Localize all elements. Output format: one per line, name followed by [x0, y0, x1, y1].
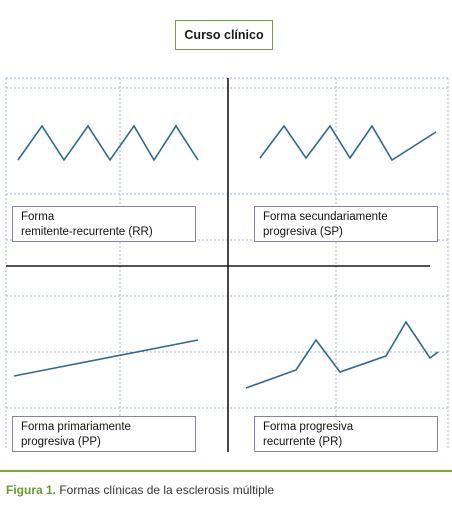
pp-curve: [13, 339, 199, 377]
label-rr-line1: Forma: [21, 211, 55, 223]
caption-divider: [0, 470, 452, 472]
label-pp-line2: progresiva (PP): [21, 436, 101, 448]
label-pr-line2: recurrente (PR): [263, 436, 343, 448]
label-pp: Forma primariamente progresiva (PP): [12, 416, 196, 452]
label-pr: Forma progresiva recurrente (PR): [254, 416, 438, 452]
label-rr: Forma remitente-recurrente (RR): [12, 206, 196, 242]
diagram-title: Curso clínico: [175, 20, 273, 50]
figure-caption-text: Formas clínicas de la esclerosis múltipl…: [56, 483, 275, 497]
rr-curve: [17, 124, 199, 162]
label-rr-line2: remitente-recurrente (RR): [21, 226, 153, 238]
pr-curve: [245, 320, 439, 389]
label-sp-line1: Forma secundariamente: [263, 211, 388, 223]
figure-number: Figura 1.: [6, 483, 57, 497]
label-sp-line2: progresiva (SP): [263, 226, 343, 238]
clinical-course-diagram: [5, 77, 449, 452]
sp-curve: [259, 124, 437, 162]
label-sp: Forma secundariamente progresiva (SP): [254, 206, 438, 242]
figure-caption: Figura 1. Formas clínicas de la escleros…: [6, 483, 274, 497]
label-pp-line1: Forma primariamente: [21, 421, 131, 433]
label-pr-line1: Forma progresiva: [263, 421, 354, 433]
